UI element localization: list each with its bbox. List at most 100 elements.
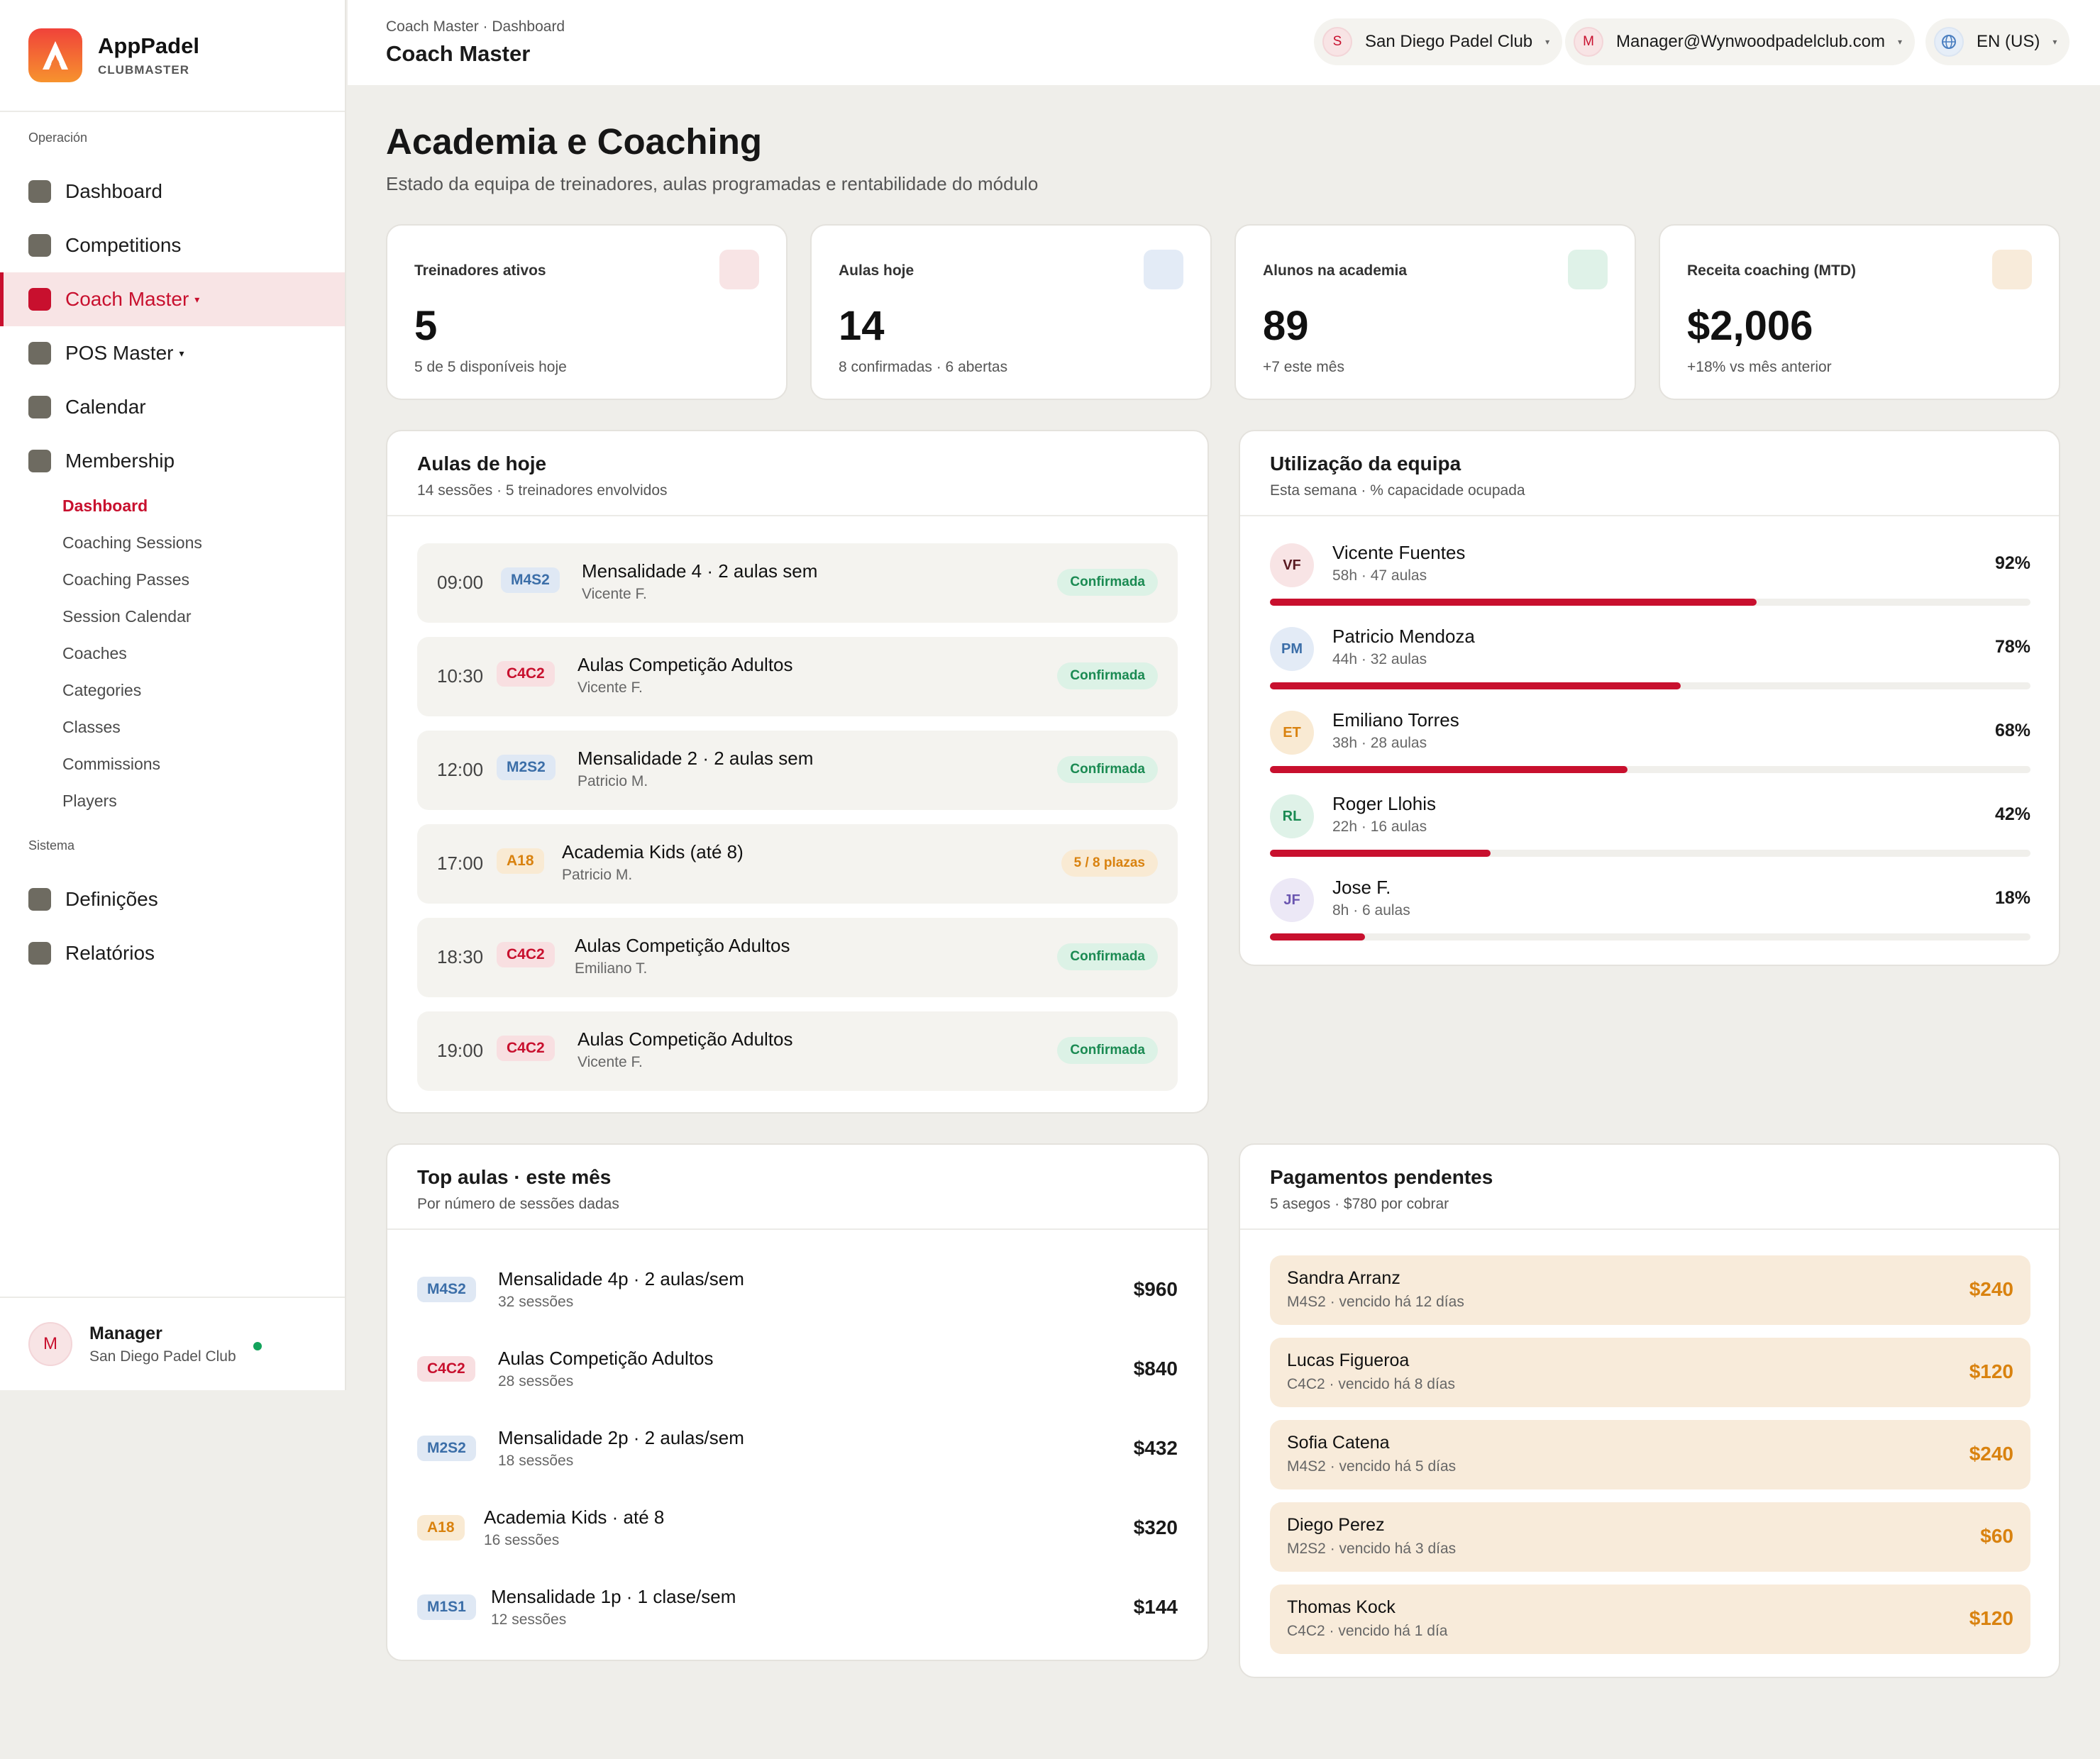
coach-utilization-row[interactable]: JF Jose F. 8h · 6 aulas 18% xyxy=(1270,872,2030,950)
subnav-coaching-passes[interactable]: Coaching Passes xyxy=(62,570,189,589)
class-code-badge: M4S2 xyxy=(417,1277,476,1302)
payment-row[interactable]: Sandra Arranz M4S2 · vencido há 12 días … xyxy=(1270,1255,2030,1325)
lesson-row[interactable]: 10:30 C4C2 Aulas Competição Adultos Vice… xyxy=(417,637,1178,716)
breadcrumb: Coach Master · Dashboard xyxy=(386,18,565,35)
utilization-percent: 92% xyxy=(1994,553,2030,573)
payment-meta: C4C2 · vencido há 8 días xyxy=(1287,1376,1455,1392)
class-revenue: $320 xyxy=(1133,1516,1178,1538)
sidebar-item-definicoes[interactable]: Definições xyxy=(0,872,345,926)
user-club: San Diego Padel Club xyxy=(89,1348,236,1365)
sidebar-item-label: Calendar xyxy=(65,396,146,418)
lesson-row[interactable]: 17:00 A18 Academia Kids (até 8) Patricio… xyxy=(417,824,1178,904)
sidebar-item-label: Competitions xyxy=(65,234,182,256)
panel-title: Aulas de hoje xyxy=(417,453,547,475)
sidebar-item-calendar[interactable]: Calendar xyxy=(0,380,345,434)
avatar: PM xyxy=(1270,627,1314,671)
coach-name: Roger Llohis xyxy=(1332,793,1436,814)
status-badge: Confirmada xyxy=(1057,756,1158,783)
payment-row[interactable]: Lucas Figueroa C4C2 · vencido há 8 días … xyxy=(1270,1338,2030,1407)
payment-row[interactable]: Thomas Kock C4C2 · vencido há 1 día $120 xyxy=(1270,1585,2030,1654)
user-avatar: M xyxy=(1574,27,1603,57)
language-selector[interactable]: EN (US) ▾ xyxy=(1925,18,2070,65)
top-header: Coach Master · Dashboard Coach Master S … xyxy=(348,0,2100,85)
pending-payments-panel: Pagamentos pendentes 5 asegos · $780 por… xyxy=(1239,1143,2060,1678)
class-revenue: $144 xyxy=(1133,1596,1178,1618)
team-utilization-panel: Utilização da equipa Esta semana · % cap… xyxy=(1239,430,2060,966)
panel-subtitle: 5 asegos · $780 por cobrar xyxy=(1270,1196,1449,1212)
brand[interactable]: AppPadel CLUBMASTER xyxy=(0,0,345,112)
lesson-row[interactable]: 18:30 C4C2 Aulas Competição Adultos Emil… xyxy=(417,918,1178,997)
brand-name: AppPadel xyxy=(98,33,199,58)
user-selector[interactable]: M Manager@Wynwoodpadelclub.com ▾ xyxy=(1565,18,1916,65)
payment-row[interactable]: Diego Perez M2S2 · vencido há 3 días $60 xyxy=(1270,1502,2030,1572)
lesson-coach: Vicente F. xyxy=(578,679,643,696)
top-class-row[interactable]: M2S2 Mensalidade 2p · 2 aulas/sem 18 ses… xyxy=(417,1424,1178,1481)
chevron-down-icon: ▾ xyxy=(179,347,184,359)
utilization-percent: 78% xyxy=(1994,637,2030,657)
coach-name: Vicente Fuentes xyxy=(1332,542,1466,563)
class-code-badge: C4C2 xyxy=(497,942,555,967)
top-class-row[interactable]: M1S1 Mensalidade 1p · 1 clase/sem 12 ses… xyxy=(417,1583,1178,1640)
payer-name: Sofia Catena xyxy=(1287,1433,1390,1453)
lesson-row[interactable]: 12:00 M2S2 Mensalidade 2 · 2 aulas sem P… xyxy=(417,731,1178,810)
sidebar: AppPadel CLUBMASTER Operación Dashboard … xyxy=(0,0,346,1390)
sidebar-item-membership[interactable]: Membership xyxy=(0,434,345,488)
payment-row[interactable]: Sofia Catena M4S2 · vencido há 5 días $2… xyxy=(1270,1420,2030,1489)
dashboard-icon xyxy=(28,180,51,203)
lesson-row[interactable]: 09:00 M4S2 Mensalidade 4 · 2 aulas sem V… xyxy=(417,543,1178,623)
stat-note: 8 confirmadas · 6 abertas xyxy=(839,359,1008,375)
calendar-icon xyxy=(28,396,51,418)
sidebar-item-dashboard[interactable]: Dashboard xyxy=(0,165,345,218)
stat-label: Receita coaching (MTD) xyxy=(1687,262,1857,279)
coach-utilization-row[interactable]: VF Vicente Fuentes 58h · 47 aulas 92% xyxy=(1270,538,2030,616)
avatar: JF xyxy=(1270,878,1314,922)
page-title: Academia e Coaching xyxy=(386,121,762,162)
coach-meta: 44h · 32 aulas xyxy=(1332,651,1427,667)
panel-title: Pagamentos pendentes xyxy=(1270,1166,1493,1188)
panel-subtitle: Esta semana · % capacidade ocupada xyxy=(1270,482,1525,499)
today-lessons-panel: Aulas de hoje 14 sessões · 5 treinadores… xyxy=(386,430,1209,1114)
coach-name: Patricio Mendoza xyxy=(1332,626,1475,647)
page-subtitle: Estado da equipa de treinadores, aulas p… xyxy=(386,173,1039,194)
sidebar-item-competitions[interactable]: Competitions xyxy=(0,218,345,272)
coach-utilization-row[interactable]: PM Patricio Mendoza 44h · 32 aulas 78% xyxy=(1270,621,2030,699)
coach-name: Jose F. xyxy=(1332,877,1391,898)
user-profile[interactable]: M Manager San Diego Padel Club xyxy=(0,1297,345,1390)
coach-master-icon xyxy=(28,288,51,311)
coach-utilization-row[interactable]: ET Emiliano Torres 38h · 28 aulas 68% xyxy=(1270,705,2030,783)
coach-utilization-row[interactable]: RL Roger Llohis 22h · 16 aulas 42% xyxy=(1270,789,2030,867)
utilization-bar-fill xyxy=(1270,933,1365,940)
lesson-title: Academia Kids (até 8) xyxy=(562,841,744,862)
stat-value: 89 xyxy=(1263,303,1309,349)
revenue-stat-icon xyxy=(1992,250,2032,289)
subnav-commissions[interactable]: Commissions xyxy=(62,755,161,773)
subnav-coaching-sessions[interactable]: Coaching Sessions xyxy=(62,533,202,552)
sidebar-item-label: Relatórios xyxy=(65,942,155,964)
lesson-row[interactable]: 19:00 C4C2 Aulas Competição Adultos Vice… xyxy=(417,1011,1178,1091)
payer-name: Lucas Figueroa xyxy=(1287,1350,1410,1370)
subnav-coaches[interactable]: Coaches xyxy=(62,644,127,662)
class-code-badge: M2S2 xyxy=(417,1436,476,1461)
sidebar-item-coach-master[interactable]: Coach Master ▾ xyxy=(0,272,345,326)
stat-label: Alunos na academia xyxy=(1263,262,1408,279)
subnav-players[interactable]: Players xyxy=(62,792,117,810)
sidebar-item-relatorios[interactable]: Relatórios xyxy=(0,926,345,980)
subnav-classes[interactable]: Classes xyxy=(62,718,121,736)
lessons-stat-icon xyxy=(1144,250,1183,289)
payer-name: Diego Perez xyxy=(1287,1515,1385,1535)
club-selector[interactable]: S San Diego Padel Club ▾ xyxy=(1314,18,1563,65)
payment-meta: M4S2 · vencido há 5 días xyxy=(1287,1458,1457,1475)
class-revenue: $840 xyxy=(1133,1358,1178,1380)
top-class-row[interactable]: C4C2 Aulas Competição Adultos 28 sessões… xyxy=(417,1345,1178,1402)
top-class-row[interactable]: A18 Academia Kids · até 8 16 sessões $32… xyxy=(417,1504,1178,1560)
sidebar-item-pos-master[interactable]: POS Master ▾ xyxy=(0,326,345,380)
payment-meta: M4S2 · vencido há 12 días xyxy=(1287,1294,1464,1310)
settings-icon xyxy=(28,888,51,911)
top-class-row[interactable]: M4S2 Mensalidade 4p · 2 aulas/sem 32 ses… xyxy=(417,1265,1178,1322)
subnav-dashboard[interactable]: Dashboard xyxy=(62,496,148,515)
class-title: Aulas Competição Adultos xyxy=(498,1348,714,1369)
subnav-categories[interactable]: Categories xyxy=(62,681,142,699)
lesson-title: Mensalidade 2 · 2 aulas sem xyxy=(578,748,814,769)
language-label: EN (US) xyxy=(1977,32,2040,51)
subnav-session-calendar[interactable]: Session Calendar xyxy=(62,607,192,626)
